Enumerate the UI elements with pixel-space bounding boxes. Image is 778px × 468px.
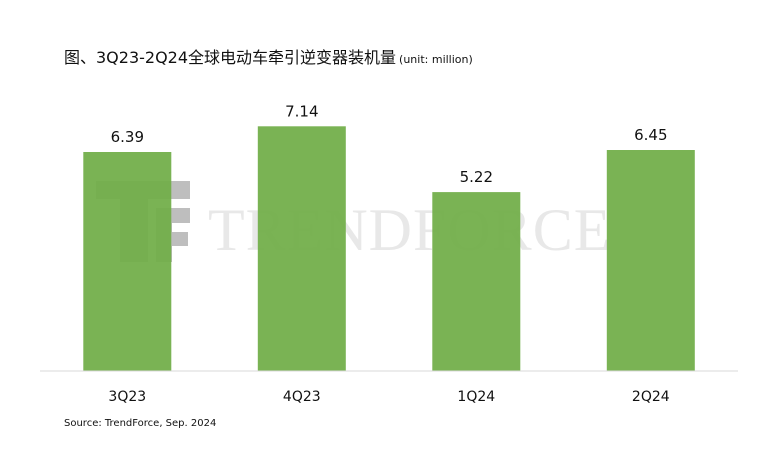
bar-4Q23	[257, 126, 346, 371]
x-tick-label-3Q23: 3Q23	[108, 389, 146, 405]
x-tick-label-2Q24: 2Q24	[632, 389, 670, 405]
data-label-2Q24: 6.45	[634, 126, 667, 144]
bars-layer	[83, 126, 695, 371]
data-label-1Q24: 5.22	[460, 168, 493, 186]
watermark: TRENDFORCE	[96, 181, 610, 263]
chart-title-text: 图、3Q23-2Q24全球电动车牵引逆变器装机量	[64, 48, 397, 67]
x-tick-labels-layer: 3Q23 4Q23 1Q24 2Q24	[108, 389, 669, 405]
data-label-4Q23: 7.14	[285, 102, 318, 120]
x-tick-label-1Q24: 1Q24	[457, 389, 495, 405]
bar-2Q24	[606, 150, 695, 371]
chart-unit: (unit: million)	[399, 53, 473, 66]
bar-3Q23	[83, 152, 172, 371]
x-tick-label-4Q23: 4Q23	[283, 389, 321, 405]
bar-1Q24	[432, 192, 521, 371]
chart-title: 图、3Q23-2Q24全球电动车牵引逆变器装机量 (unit: million)	[64, 44, 473, 68]
data-labels-layer: 6.39 7.14 5.22 6.45	[111, 102, 668, 186]
source-note: Source: TrendForce, Sep. 2024	[64, 418, 217, 429]
data-label-3Q23: 6.39	[111, 128, 144, 146]
